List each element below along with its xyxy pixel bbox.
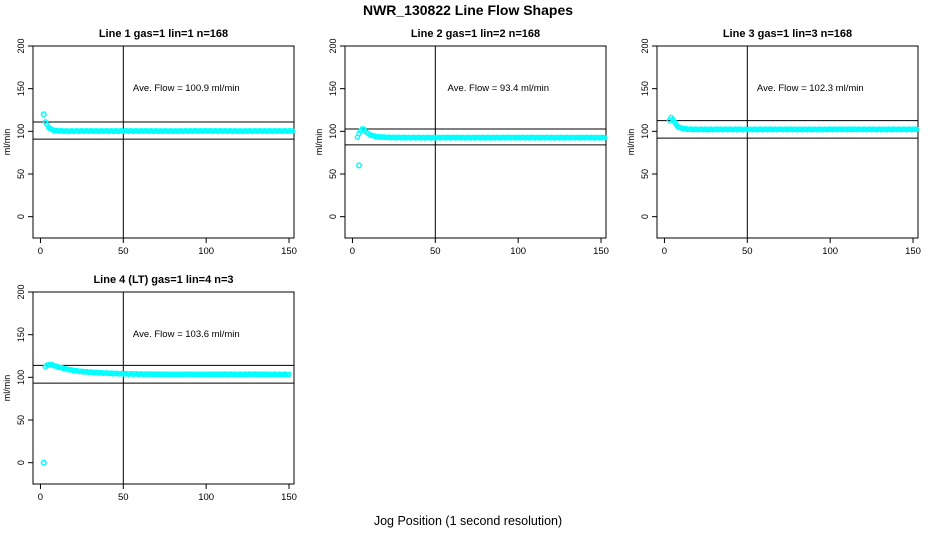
- plot-box: [32, 45, 295, 239]
- x-axis: 0 50 100 150: [662, 238, 921, 257]
- x-axis: 0 50 100 150: [38, 238, 297, 257]
- y-axis-title: ml/min: [2, 129, 12, 156]
- svg-text:50: 50: [118, 492, 129, 503]
- outlier-point: [40, 111, 47, 118]
- data-points: [666, 114, 920, 133]
- plot-box: [656, 45, 919, 239]
- subplot-svg-2: Line 2 gas=1 lin=2 n=168 0 50 100 150 200 ml/m…: [314, 28, 609, 257]
- subplot-line-3: Line 3 gas=1 lin=3 n=168 0 50 100 150 200 ml/m…: [624, 18, 936, 269]
- svg-text:150: 150: [16, 81, 26, 96]
- plot-box: [344, 45, 607, 239]
- x-axis: 0 50 100 150: [350, 238, 609, 257]
- y-axis: 0 50 100 150 200: [16, 284, 33, 465]
- svg-text:200: 200: [16, 284, 26, 299]
- svg-text:50: 50: [328, 169, 338, 179]
- svg-text:50: 50: [742, 246, 753, 257]
- y-axis-title: ml/min: [314, 129, 324, 156]
- reference-lines: [33, 46, 294, 238]
- ave-flow-annotation: Ave. Flow = 103.6 ml/min: [133, 329, 240, 340]
- subplot-title: Line 4 (LT) gas=1 lin=4 n=3: [93, 274, 233, 286]
- data-points: [354, 125, 608, 169]
- svg-text:0: 0: [662, 246, 667, 257]
- svg-text:100: 100: [198, 492, 214, 503]
- data-points: [40, 361, 292, 466]
- reference-lines: [33, 292, 294, 484]
- y-axis-title: ml/min: [626, 129, 636, 156]
- svg-text:150: 150: [640, 81, 650, 96]
- subplot-title: Line 2 gas=1 lin=2 n=168: [411, 28, 540, 40]
- svg-text:100: 100: [640, 124, 650, 139]
- svg-text:100: 100: [16, 124, 26, 139]
- reference-lines: [657, 46, 918, 238]
- svg-text:0: 0: [350, 246, 355, 257]
- x-axis: 0 50 100 150: [38, 484, 297, 503]
- subplot-line-4: Line 4 (LT) gas=1 lin=4 n=3 0 50 100 150 200 m…: [0, 264, 312, 515]
- figure-title: NWR_130822 Line Flow Shapes: [362, 2, 574, 18]
- svg-text:150: 150: [593, 246, 609, 257]
- y-axis: 0 50 100 150 200: [640, 38, 657, 219]
- y-axis-title: ml/min: [2, 375, 12, 402]
- ave-flow-annotation: Ave. Flow = 93.4 ml/min: [448, 83, 549, 94]
- svg-text:50: 50: [118, 246, 129, 257]
- svg-text:0: 0: [16, 460, 26, 465]
- outlier-point: [40, 459, 47, 466]
- svg-text:50: 50: [16, 415, 26, 425]
- svg-text:200: 200: [328, 38, 338, 53]
- ave-flow-annotation: Ave. Flow = 102.3 ml/min: [757, 83, 864, 94]
- y-axis: 0 50 100 150 200: [328, 38, 345, 219]
- svg-text:100: 100: [198, 246, 214, 257]
- svg-text:150: 150: [281, 492, 297, 503]
- subplot-title: Line 3 gas=1 lin=3 n=168: [723, 28, 852, 40]
- svg-text:100: 100: [822, 246, 838, 257]
- svg-text:150: 150: [905, 246, 921, 257]
- subplot-svg-3: Line 3 gas=1 lin=3 n=168 0 50 100 150 200 ml/m…: [626, 28, 921, 257]
- outlier-point: [356, 162, 363, 169]
- x-axis-label: Jog Position (1 second resolution): [373, 514, 563, 528]
- svg-text:100: 100: [16, 370, 26, 385]
- svg-text:100: 100: [328, 124, 338, 139]
- subplot-line-1: Line 1 gas=1 lin=1 n=168 0 50 100 150 200 ml/m…: [0, 18, 312, 269]
- svg-text:0: 0: [16, 214, 26, 219]
- svg-text:0: 0: [38, 246, 43, 257]
- svg-text:200: 200: [16, 38, 26, 53]
- subplot-svg-1: Line 1 gas=1 lin=1 n=168 0 50 100 150 200 ml/m…: [2, 28, 297, 257]
- ave-flow-annotation: Ave. Flow = 100.9 ml/min: [133, 83, 240, 94]
- subplot-title: Line 1 gas=1 lin=1 n=168: [99, 28, 228, 40]
- plot-box: [32, 291, 295, 485]
- subplot-line-2: Line 2 gas=1 lin=2 n=168 0 50 100 150 200 ml/m…: [312, 18, 624, 269]
- svg-text:50: 50: [16, 169, 26, 179]
- y-axis: 0 50 100 150 200: [16, 38, 33, 219]
- svg-text:50: 50: [640, 169, 650, 179]
- data-points: [40, 111, 296, 135]
- svg-text:150: 150: [281, 246, 297, 257]
- svg-text:150: 150: [328, 81, 338, 96]
- svg-text:200: 200: [640, 38, 650, 53]
- svg-text:50: 50: [430, 246, 441, 257]
- svg-text:150: 150: [16, 327, 26, 342]
- svg-text:0: 0: [328, 214, 338, 219]
- svg-text:0: 0: [640, 214, 650, 219]
- subplot-svg-4: Line 4 (LT) gas=1 lin=4 n=3 0 50 100 150 200 m…: [2, 274, 297, 503]
- svg-text:100: 100: [510, 246, 526, 257]
- svg-text:0: 0: [38, 492, 43, 503]
- reference-lines: [345, 46, 606, 238]
